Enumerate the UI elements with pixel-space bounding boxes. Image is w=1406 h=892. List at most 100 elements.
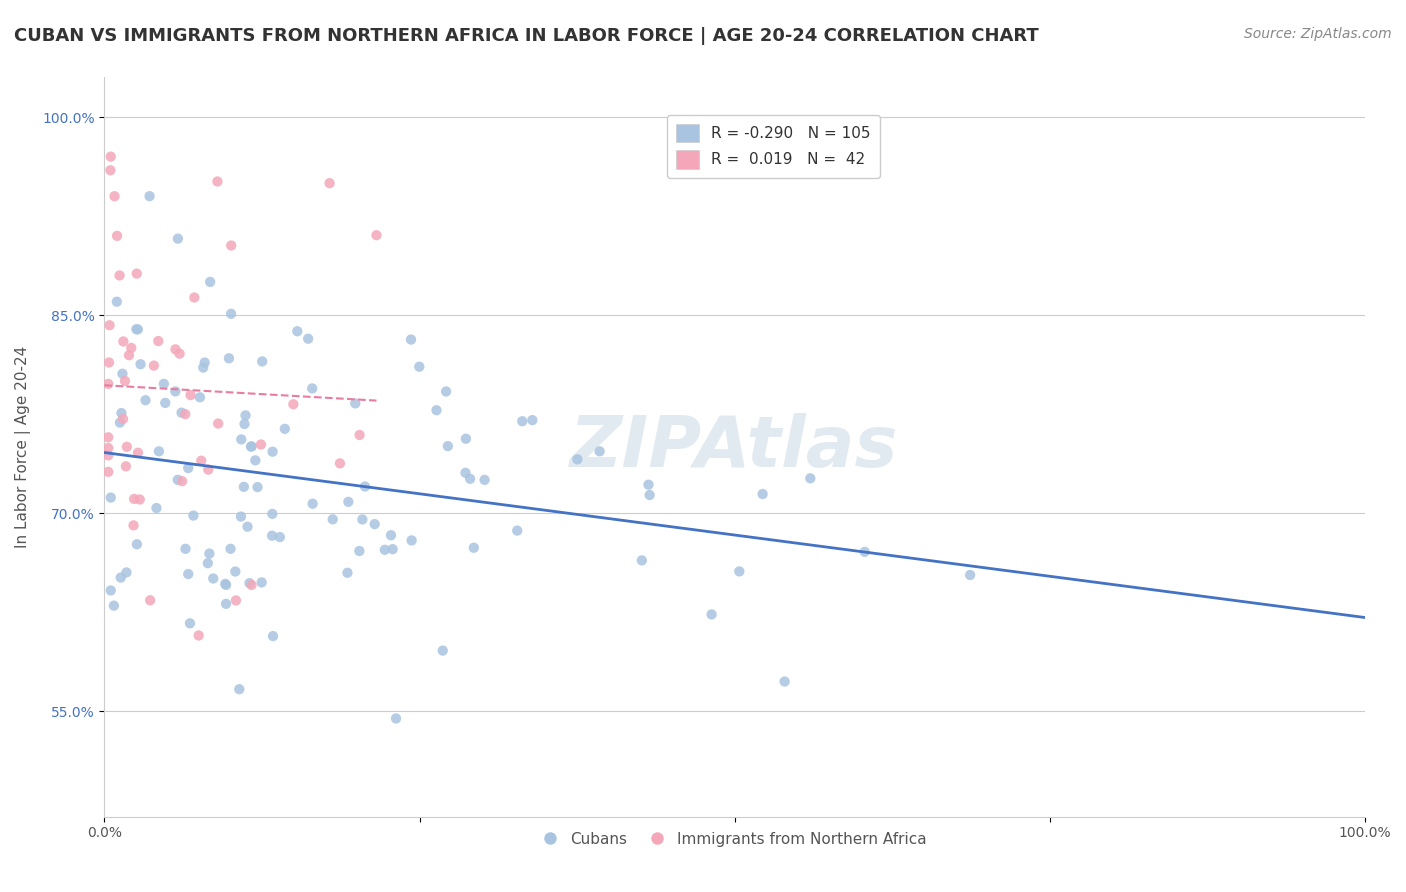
Point xyxy=(751,487,773,501)
Point xyxy=(165,343,187,357)
Point xyxy=(374,542,396,557)
Point xyxy=(170,474,193,488)
Point xyxy=(122,518,145,533)
Point xyxy=(125,267,148,281)
Point xyxy=(322,512,344,526)
Point xyxy=(183,291,205,305)
Point xyxy=(285,324,308,338)
Point xyxy=(853,545,876,559)
Point xyxy=(240,440,263,454)
Point xyxy=(165,384,187,399)
Point xyxy=(262,444,284,458)
Point xyxy=(700,607,723,622)
Point xyxy=(105,294,128,309)
Point xyxy=(180,388,202,402)
Point xyxy=(318,176,340,190)
Point xyxy=(190,454,212,468)
Point xyxy=(250,354,273,368)
Point xyxy=(97,441,120,455)
Point xyxy=(214,577,236,591)
Point xyxy=(454,466,477,480)
Point xyxy=(233,417,256,431)
Point xyxy=(250,437,273,451)
Point xyxy=(111,367,134,381)
Point xyxy=(454,432,477,446)
Point xyxy=(148,334,170,348)
Point xyxy=(218,351,240,366)
Point xyxy=(97,376,120,391)
Point xyxy=(198,275,221,289)
Point xyxy=(207,174,229,188)
Point xyxy=(240,578,263,592)
Point xyxy=(110,571,132,585)
Point xyxy=(638,488,661,502)
Point xyxy=(110,406,132,420)
Point xyxy=(349,544,371,558)
Point xyxy=(474,473,496,487)
Legend: Cubans, Immigrants from Northern Africa: Cubans, Immigrants from Northern Africa xyxy=(536,826,934,854)
Point xyxy=(127,322,149,336)
Point xyxy=(179,616,201,631)
Point xyxy=(108,268,131,283)
Point xyxy=(799,471,821,485)
Point xyxy=(354,479,377,493)
Point xyxy=(399,333,422,347)
Point xyxy=(98,355,121,369)
Point xyxy=(219,541,242,556)
Point xyxy=(236,519,259,533)
Point xyxy=(128,492,150,507)
Point xyxy=(125,537,148,551)
Point xyxy=(337,495,360,509)
Point xyxy=(336,566,359,580)
Point xyxy=(229,509,252,524)
Point xyxy=(219,307,242,321)
Point xyxy=(134,393,156,408)
Point xyxy=(115,566,138,580)
Point xyxy=(174,407,197,421)
Point xyxy=(588,444,610,458)
Point xyxy=(100,163,122,178)
Text: Source: ZipAtlas.com: Source: ZipAtlas.com xyxy=(1244,27,1392,41)
Point xyxy=(458,472,481,486)
Point xyxy=(148,444,170,458)
Point xyxy=(238,576,260,591)
Point xyxy=(301,497,323,511)
Text: CUBAN VS IMMIGRANTS FROM NORTHERN AFRICA IN LABOR FORCE | AGE 20-24 CORRELATION : CUBAN VS IMMIGRANTS FROM NORTHERN AFRICA… xyxy=(14,27,1039,45)
Point xyxy=(262,629,284,643)
Point xyxy=(197,462,219,476)
Point xyxy=(103,599,125,613)
Point xyxy=(425,403,447,417)
Point xyxy=(153,376,176,391)
Point xyxy=(224,565,246,579)
Point xyxy=(274,422,297,436)
Point xyxy=(297,332,319,346)
Point xyxy=(262,507,284,521)
Point xyxy=(522,413,544,427)
Point xyxy=(631,553,654,567)
Point xyxy=(100,491,122,505)
Point xyxy=(138,189,160,203)
Point xyxy=(139,593,162,607)
Point xyxy=(235,409,257,423)
Point xyxy=(385,711,408,725)
Point xyxy=(194,355,217,369)
Point xyxy=(122,491,145,506)
Point xyxy=(193,360,215,375)
Point xyxy=(188,390,211,404)
Point xyxy=(105,228,128,243)
Point xyxy=(510,414,533,428)
Point xyxy=(567,452,589,467)
Point xyxy=(202,572,225,586)
Point xyxy=(773,674,796,689)
Point xyxy=(366,228,388,243)
Point xyxy=(97,465,120,479)
Point xyxy=(344,396,367,410)
Point xyxy=(434,384,457,399)
Point xyxy=(112,412,135,426)
Point xyxy=(329,456,352,470)
Point xyxy=(183,508,205,523)
Point xyxy=(215,578,238,592)
Point xyxy=(167,232,190,246)
Point xyxy=(283,397,305,411)
Point xyxy=(198,547,221,561)
